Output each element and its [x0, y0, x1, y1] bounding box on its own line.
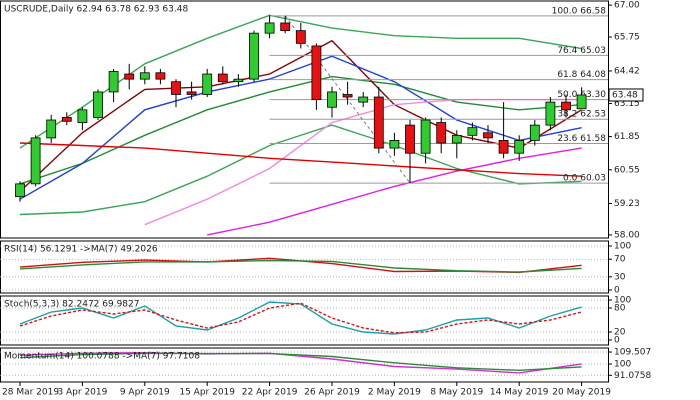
candle-body — [311, 45, 322, 100]
candle-body — [77, 109, 88, 123]
indicator-line — [19, 124, 582, 216]
candle-body — [498, 140, 509, 154]
candle-body — [186, 91, 197, 95]
candle-body — [327, 91, 337, 108]
candle-body — [545, 101, 556, 126]
fib-label: 100.0 66.58 — [552, 6, 607, 16]
y-tick-label: 59.23 — [614, 199, 640, 209]
fib-label: 38.2 62.53 — [557, 110, 606, 120]
fib-label: 0.0 60.03 — [563, 174, 606, 184]
candle-body — [280, 22, 291, 32]
indicator-line — [19, 75, 582, 185]
x-tick-label: 8 May 2019 — [430, 388, 483, 398]
candle-body — [420, 119, 431, 154]
candle-body — [358, 96, 369, 103]
y-tick-label: 100 — [614, 296, 631, 306]
candle-body — [124, 73, 135, 80]
candle-body — [514, 140, 525, 154]
x-tick-label: 14 May 2019 — [490, 388, 549, 398]
candle-body — [155, 72, 166, 80]
y-tick-label: 60.55 — [614, 165, 640, 175]
candle-body — [342, 94, 353, 98]
candle-body — [233, 78, 244, 83]
indicator-line — [19, 351, 582, 374]
x-tick-label: 15 Apr 2019 — [179, 388, 235, 398]
panel-title: Momentum(14) 100.0788 ->MA(7) 97.7108 — [4, 352, 200, 362]
y-tick-label: 67.00 — [614, 1, 640, 11]
x-tick-label: 20 May 2019 — [552, 388, 611, 398]
x-tick-label: 26 Apr 2019 — [304, 388, 360, 398]
candle-body — [295, 30, 306, 44]
candle-body — [249, 32, 259, 80]
panel-frame — [0, 295, 609, 346]
y-tick-label: 100 — [614, 242, 631, 252]
candle-body — [389, 140, 400, 149]
y-tick-label: 65.75 — [614, 33, 640, 43]
y-tick-label: 70 — [614, 255, 626, 265]
y-tick-label: 0 — [614, 286, 620, 296]
candle-body — [217, 73, 228, 83]
x-tick-label: 9 Apr 2019 — [120, 388, 170, 398]
price-box — [608, 88, 644, 102]
x-tick-label: 28 Mar 2019 — [2, 388, 59, 398]
candle-body — [451, 134, 462, 144]
candle-body — [15, 183, 25, 198]
indicator-line — [19, 352, 582, 372]
candle-body — [139, 72, 150, 80]
panel-title: RSI(14) 56.1291 ->MA(7) 49.2026 — [4, 245, 158, 255]
panel-title: Stoch(5,3,3) 82.2472 69.9827 — [4, 300, 139, 310]
y-tick-label: 91.0758 — [614, 371, 651, 381]
indicator-line — [19, 259, 582, 273]
chart-layer: 67.00 65.75 64.42 63.15 61.85 60.55 59.23 58.00… — [0, 0, 651, 398]
candle-body — [405, 124, 415, 154]
fib-label: 76.4 65.03 — [557, 46, 606, 56]
candle-body — [264, 22, 275, 34]
candle-body — [373, 96, 384, 149]
candle-body — [561, 101, 571, 111]
panel-frame — [0, 347, 609, 383]
candle-body — [202, 73, 213, 95]
candle-body — [576, 94, 587, 110]
candle-body — [529, 124, 540, 141]
candle-body — [467, 127, 478, 136]
y-tick-label: 80 — [614, 304, 626, 314]
y-tick-label: 61.85 — [614, 132, 640, 142]
candle-body — [436, 122, 447, 144]
x-tick-label: 2 May 2019 — [368, 388, 421, 398]
y-tick-label: 30 — [614, 272, 626, 282]
panel-frame — [0, 0, 609, 239]
candle-body — [93, 91, 103, 118]
y-tick-label: 100 — [614, 360, 631, 370]
y-tick-label: 109.507 — [614, 348, 651, 358]
y-tick-label: 20 — [614, 328, 626, 338]
panel-title: USCRUDE,Daily 62.94 63.78 62.93 63.48 — [4, 5, 188, 15]
indicator-line — [19, 302, 582, 334]
indicator-line — [19, 301, 582, 335]
y-tick-label: 64.42 — [614, 66, 640, 76]
x-tick-label: 3 Apr 2019 — [57, 388, 107, 398]
candle-body — [46, 119, 57, 139]
indicator-line — [19, 142, 582, 177]
candle-body — [171, 81, 181, 95]
y-tick-label: 63.15 — [614, 99, 640, 109]
candle-body — [108, 71, 119, 93]
y-tick-label: 58.00 — [614, 230, 640, 240]
x-tick-label: 22 Apr 2019 — [242, 388, 298, 398]
candle-body — [483, 132, 493, 139]
candle-body — [61, 117, 72, 122]
fib-label: 23.6 61.58 — [557, 134, 606, 144]
panel-frame — [0, 240, 609, 294]
price-label: 63.48 — [612, 90, 638, 100]
y-tick-label: 0 — [614, 336, 620, 346]
fib-label: 61.8 64.08 — [557, 70, 606, 80]
candle-body — [30, 137, 41, 185]
